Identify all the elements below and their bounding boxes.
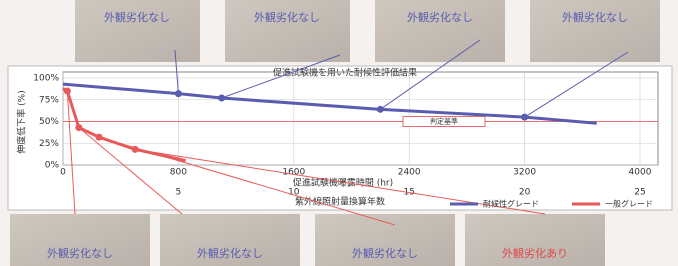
photo <box>225 0 350 62</box>
photo-label: 外観劣化なし <box>197 246 263 260</box>
legend-label: 耐候性グレード <box>483 199 539 209</box>
x-tick-label: 2400 <box>398 168 421 178</box>
y-tick-label: 50% <box>39 117 59 127</box>
photo-label: 外観劣化なし <box>562 10 628 24</box>
photo-label: 外観劣化なし <box>104 10 170 24</box>
legend-label: 一般グレード <box>605 199 653 209</box>
x2-axis-label: 紫外線照射量換算年数 <box>295 196 385 208</box>
point <box>175 90 182 97</box>
y-tick-label: 0% <box>45 161 60 171</box>
photo <box>530 0 660 62</box>
photo-label: 外観劣化なし <box>407 10 473 24</box>
y-tick-label: 100% <box>33 74 59 84</box>
x2-tick-label: 25 <box>634 188 645 198</box>
x-tick-label: 800 <box>170 168 187 178</box>
point <box>132 146 139 153</box>
y-tick-label: 75% <box>39 95 59 105</box>
x2-tick-label: 20 <box>519 188 531 198</box>
x2-tick-label: 5 <box>176 188 182 198</box>
point <box>75 124 82 131</box>
x-tick-label: 3200 <box>513 168 536 178</box>
point <box>218 95 225 102</box>
photo <box>375 0 505 62</box>
photo-label: 外観劣化なし <box>254 10 320 24</box>
photo <box>75 0 200 62</box>
y-axis-label: 伸度低下率 (%) <box>16 90 28 153</box>
point <box>96 134 103 141</box>
point <box>64 88 71 95</box>
x-tick-label: 4000 <box>629 168 652 178</box>
photo-label: 外観劣化あり <box>502 246 568 260</box>
photo-label: 外観劣化なし <box>352 246 418 260</box>
y-tick-label: 25% <box>39 139 59 149</box>
point <box>521 114 528 121</box>
threshold-label: 判定基準 <box>430 117 458 126</box>
photo-label: 外観劣化なし <box>47 246 113 260</box>
x-tick-label: 0 <box>60 168 66 178</box>
chart: 外観劣化なし 外観劣化なし 外観劣化なし 外観劣化なし 外観劣化なし 外観劣化な… <box>0 0 678 266</box>
point <box>377 106 384 113</box>
